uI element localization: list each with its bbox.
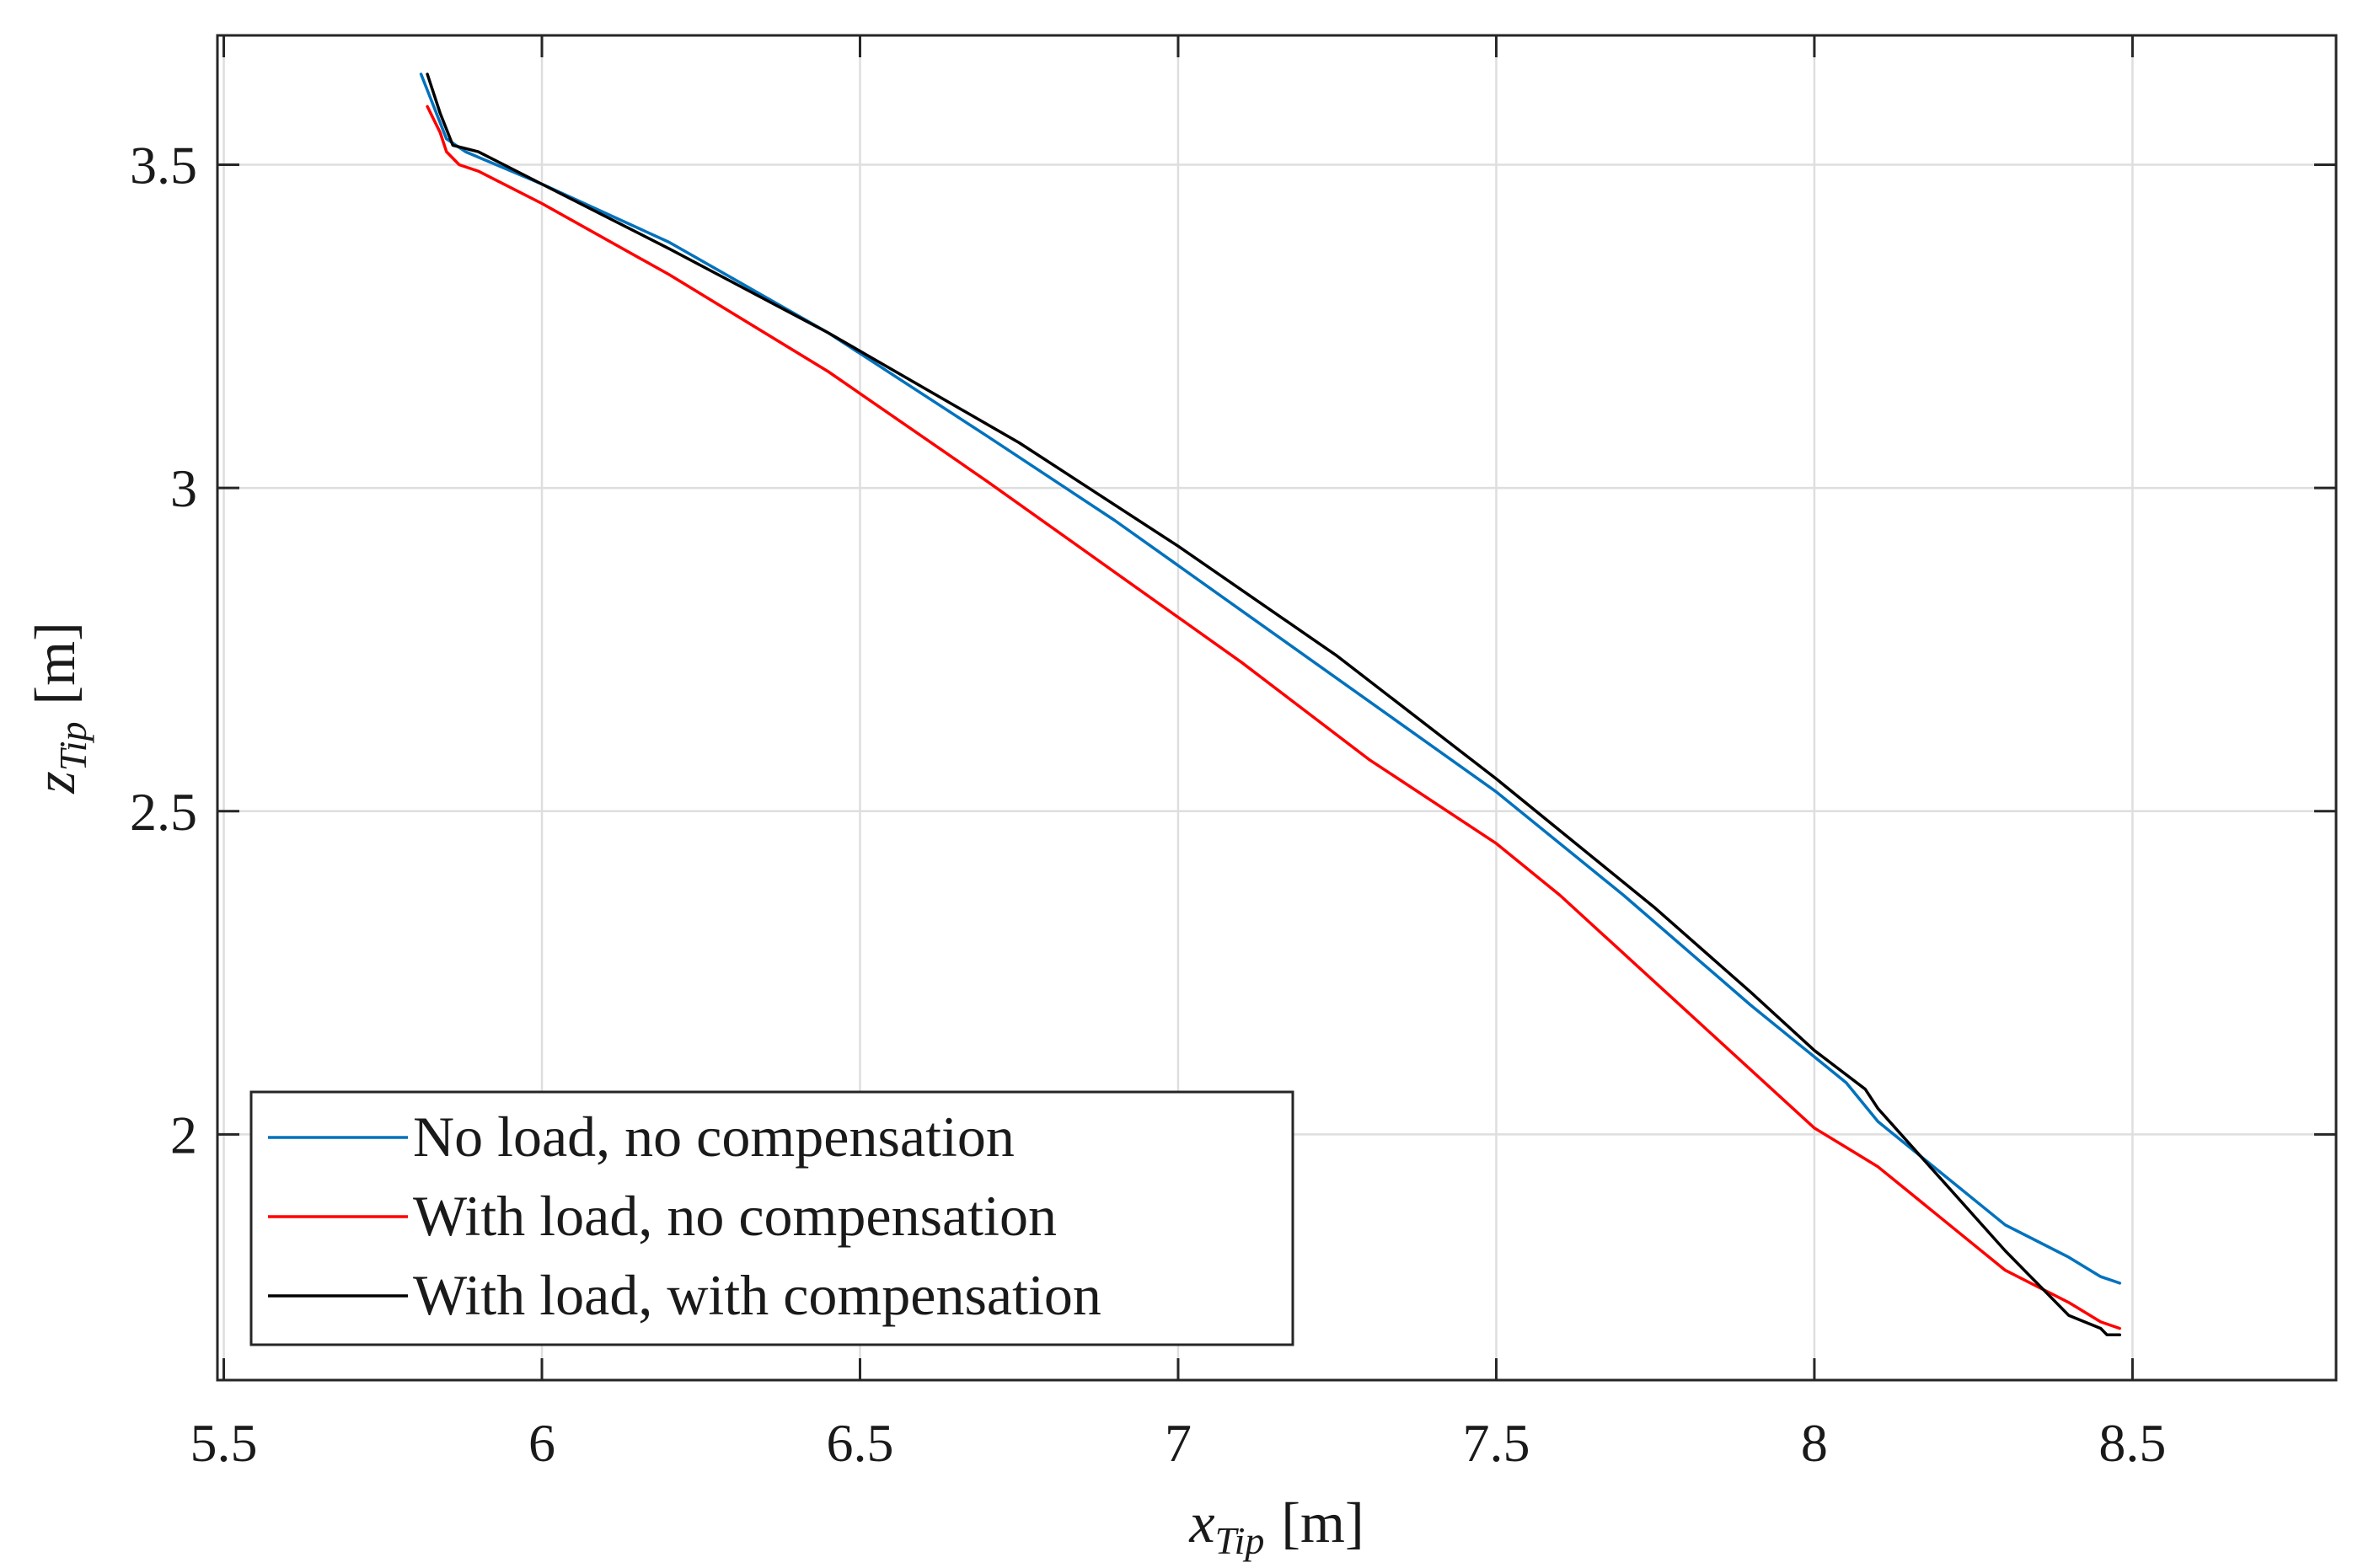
x-tick-label: 8.5 bbox=[2098, 1413, 2166, 1473]
legend-box bbox=[249, 1090, 1294, 1346]
y-tick-label: 3 bbox=[170, 458, 197, 518]
x-tick-label: 5.5 bbox=[190, 1413, 258, 1473]
x-tick-label: 7.5 bbox=[1462, 1413, 1530, 1473]
x-axis-label: xTip [m] bbox=[1188, 1490, 1364, 1562]
y-tick-label: 2.5 bbox=[130, 782, 197, 842]
x-tick-label: 7 bbox=[1165, 1413, 1192, 1473]
series-line-3 bbox=[426, 72, 2122, 1337]
y-axis-unit: [m] bbox=[23, 622, 87, 704]
y-tick-label: 3.5 bbox=[130, 135, 197, 195]
y-tick-label: 2 bbox=[170, 1105, 197, 1164]
legend-label-2: With load, no compensation bbox=[413, 1184, 1057, 1248]
y-axis-symbol: z bbox=[23, 771, 87, 794]
tick-labels: 5.5 6 6.5 7 7.5 8 8.5 2 2.5 3 3.5 bbox=[130, 135, 2166, 1473]
x-axis-symbol: x bbox=[1188, 1490, 1214, 1555]
x-tick-label: 6 bbox=[528, 1413, 555, 1473]
plot-frame bbox=[216, 34, 2338, 1382]
legend-label-1: No load, no compensation bbox=[413, 1105, 1015, 1169]
series-lines bbox=[419, 72, 2122, 1337]
x-tick-label: 6.5 bbox=[827, 1413, 894, 1473]
x-tick-label: 8 bbox=[1801, 1413, 1828, 1473]
legend: No load, no compensation With load, no co… bbox=[249, 1090, 1294, 1346]
series-line-2 bbox=[426, 104, 2122, 1330]
y-axis-label-group: zTip [m] bbox=[23, 622, 94, 794]
series-line-1 bbox=[419, 72, 2122, 1285]
y-axis-label: zTip [m] bbox=[23, 622, 94, 794]
x-axis-unit: [m] bbox=[1281, 1490, 1364, 1555]
legend-label-3: With load, with compensation bbox=[413, 1263, 1101, 1327]
y-axis-subscript: Tip bbox=[51, 721, 94, 771]
tick-marks bbox=[217, 35, 2336, 1380]
x-axis-subscript: Tip bbox=[1215, 1519, 1265, 1562]
